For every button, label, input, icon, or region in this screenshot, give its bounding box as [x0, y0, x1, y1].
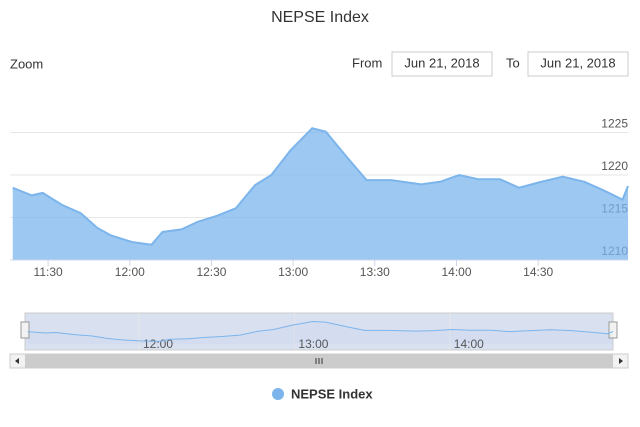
- navigator-handle[interactable]: [20, 321, 30, 339]
- from-label: From: [352, 55, 382, 70]
- navigator-tick-label: 13:00: [298, 337, 328, 351]
- x-tick-label: 14:00: [441, 265, 471, 279]
- x-tick-label: 12:30: [196, 265, 226, 279]
- navigator-area: [27, 321, 613, 344]
- to-date[interactable]: Jun 21, 2018: [540, 55, 615, 70]
- chart-title: NEPSE Index: [271, 9, 369, 26]
- series-line: [12, 127, 629, 246]
- from-date[interactable]: Jun 21, 2018: [404, 55, 479, 70]
- navigator-line: [27, 321, 614, 342]
- zoom-label: Zoom: [10, 56, 43, 71]
- legend-label[interactable]: NEPSE Index: [291, 386, 373, 401]
- from-input[interactable]: [391, 51, 493, 77]
- x-tick-label: 13:30: [360, 265, 390, 279]
- scrollbar-grip: [315, 358, 323, 364]
- navigator-handle[interactable]: [608, 321, 618, 339]
- x-tick-label: 13:00: [278, 265, 308, 279]
- series-area: [12, 128, 628, 260]
- to-input[interactable]: [527, 51, 629, 77]
- y-tick-label: 1220: [601, 159, 628, 173]
- x-tick-label: 11:30: [34, 265, 63, 279]
- x-tick-label: 14:30: [523, 265, 553, 279]
- navigator-tick-label: 14:00: [454, 337, 484, 351]
- to-label: To: [506, 55, 520, 70]
- x-tick-label: 12:00: [115, 265, 145, 279]
- y-tick-label: 1225: [601, 117, 628, 131]
- legend-symbol[interactable]: [272, 388, 284, 400]
